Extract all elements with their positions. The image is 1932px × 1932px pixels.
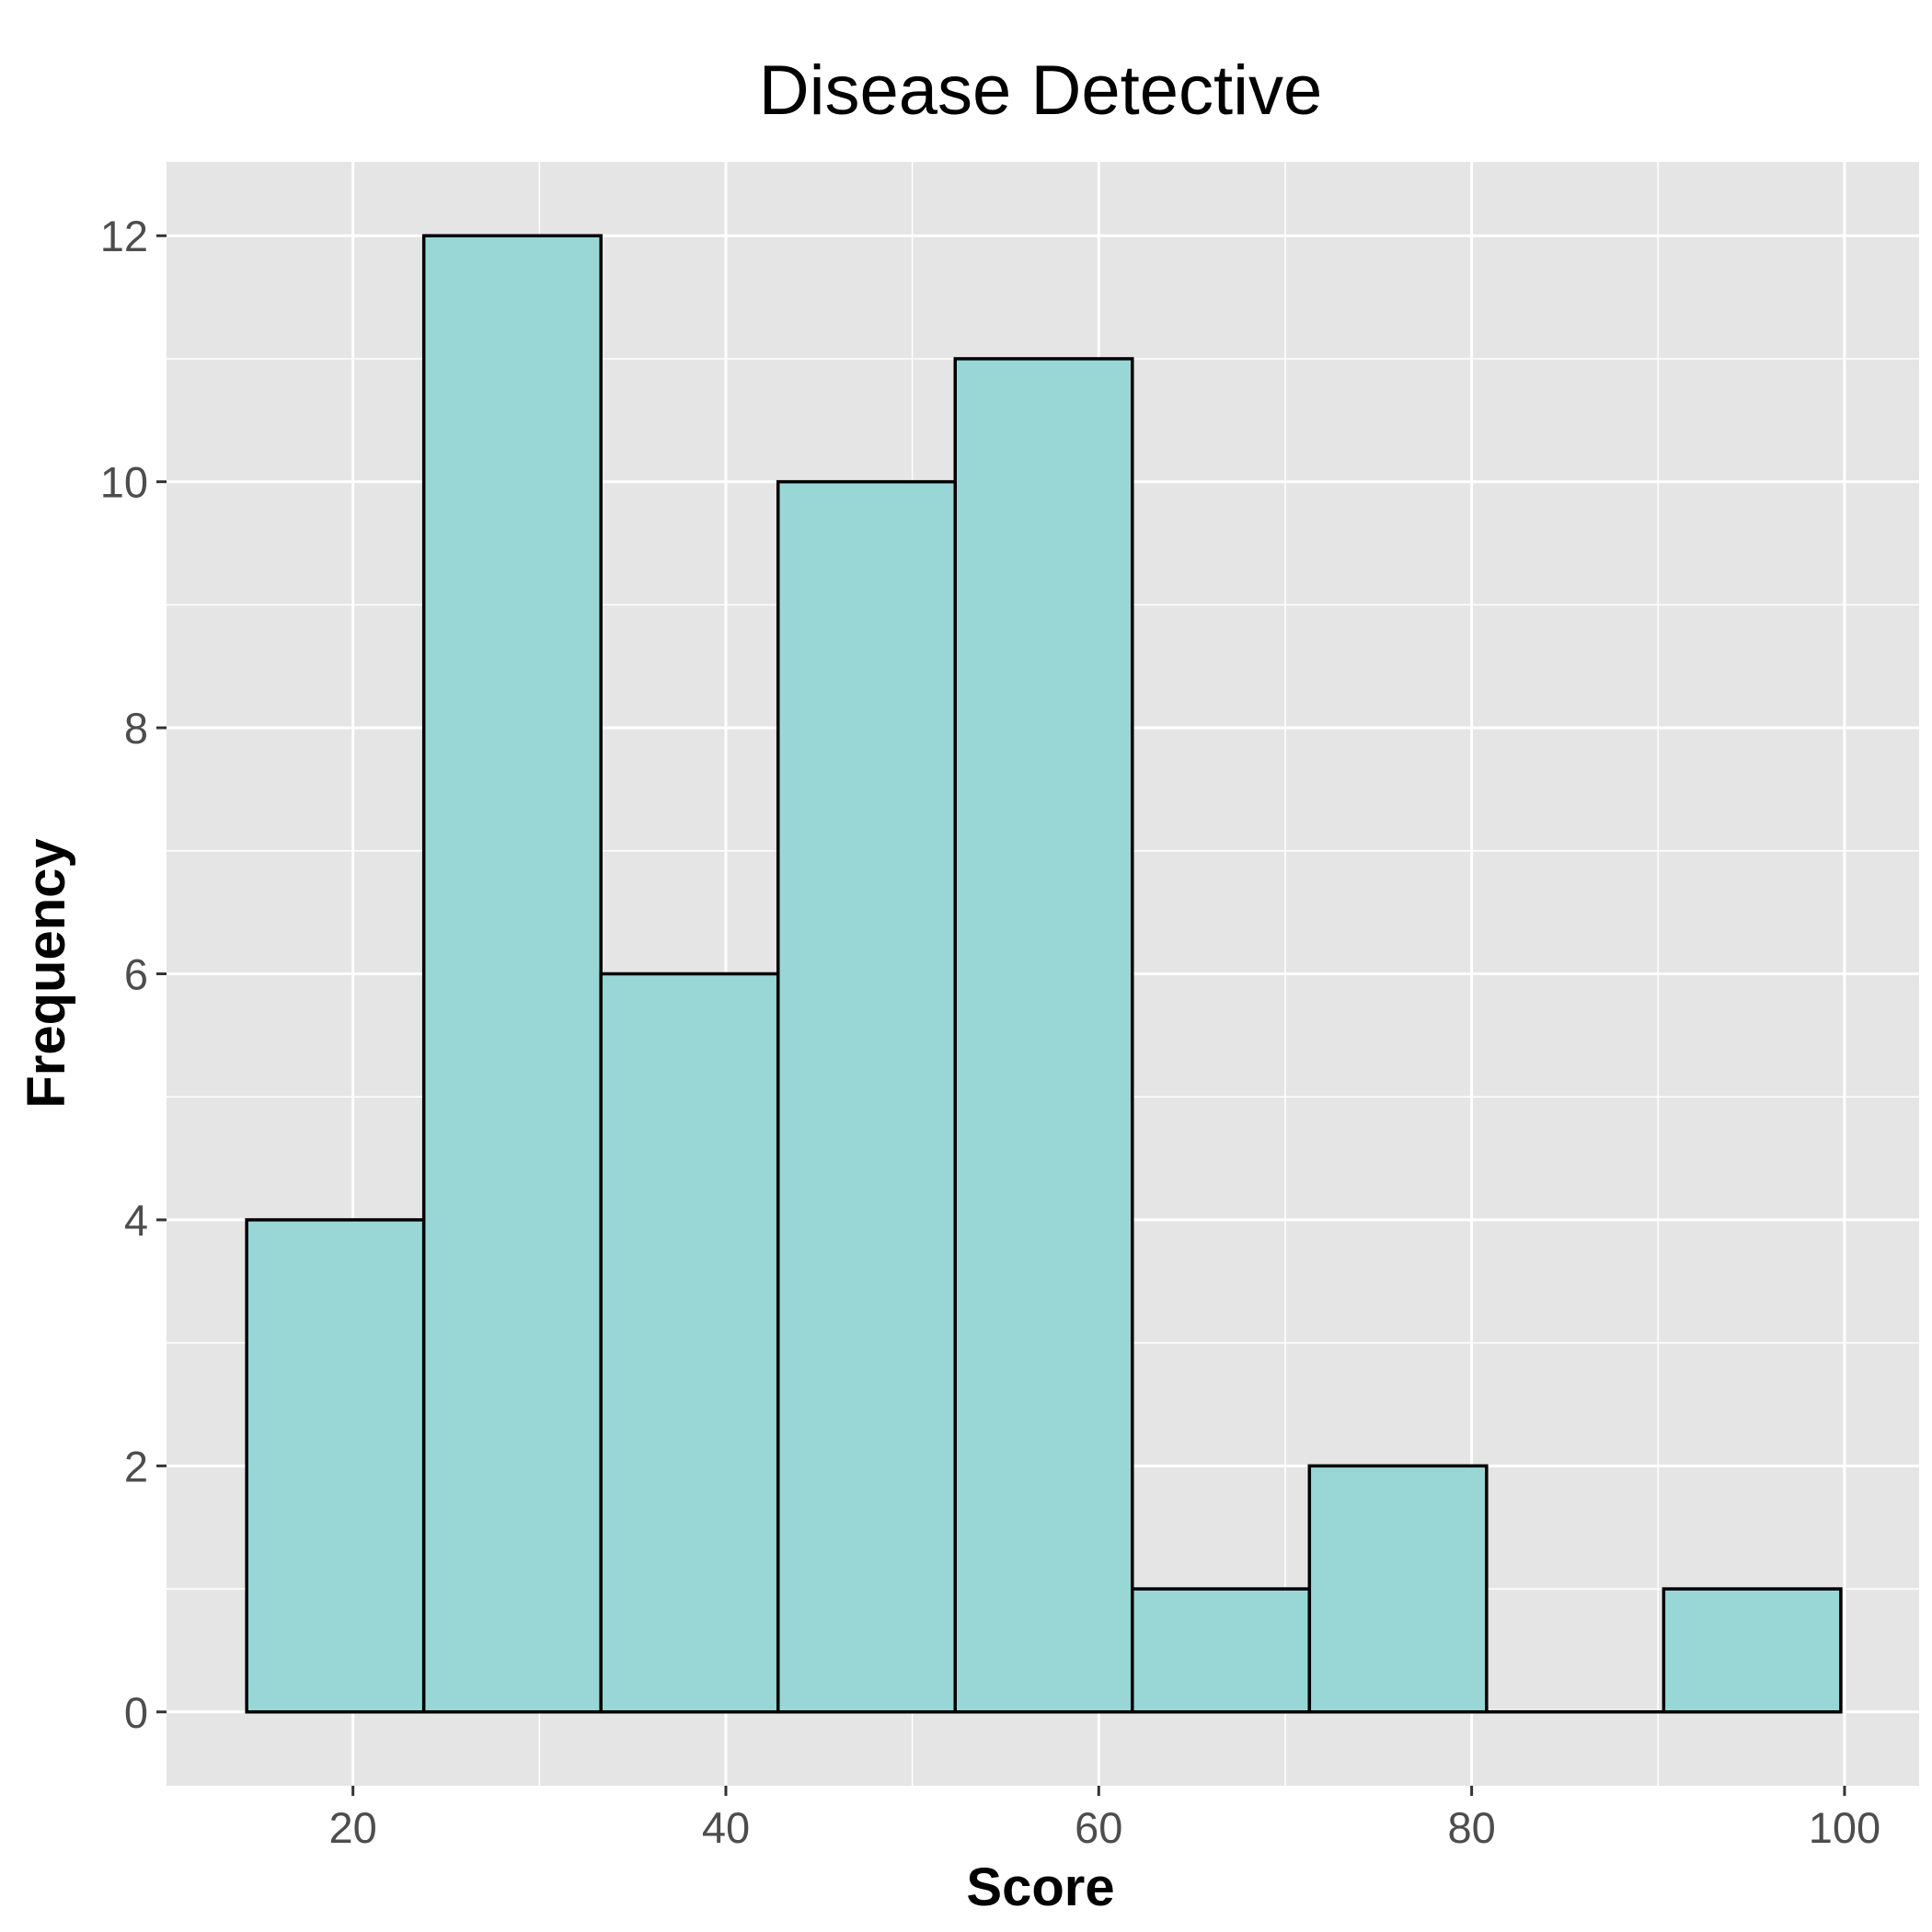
x-tick-label: 40 [702,1803,750,1852]
chart-title: Disease Detective [759,52,1323,130]
histogram-bar [1662,1587,1843,1714]
histogram-bars [245,234,1843,1714]
x-axis: 20 40 60 80 100 [329,1786,1880,1852]
histogram-bar [245,1218,426,1714]
y-tick-label: 2 [124,1442,148,1490]
y-tick-label: 6 [124,950,148,999]
y-axis: 0 2 4 6 8 10 12 [100,212,167,1737]
y-tick-label: 10 [100,458,148,507]
y-tick-label: 4 [124,1196,148,1245]
y-tick-label: 0 [124,1688,148,1737]
histogram-bar [599,972,780,1714]
x-tick-label: 60 [1075,1803,1122,1852]
y-tick-label: 8 [124,704,148,753]
y-tick-label: 12 [100,212,148,260]
x-tick-label: 100 [1809,1803,1880,1852]
histogram-bar [953,357,1134,1714]
histogram-bar [421,234,603,1714]
y-axis-title: Frequency [17,838,76,1108]
x-tick-label: 80 [1447,1803,1495,1852]
x-axis-title: Score [966,1857,1114,1917]
histogram-bar [776,479,957,1714]
x-tick-label: 20 [329,1803,377,1852]
histogram-bar [1307,1464,1489,1714]
histogram-bar [1131,1587,1312,1714]
